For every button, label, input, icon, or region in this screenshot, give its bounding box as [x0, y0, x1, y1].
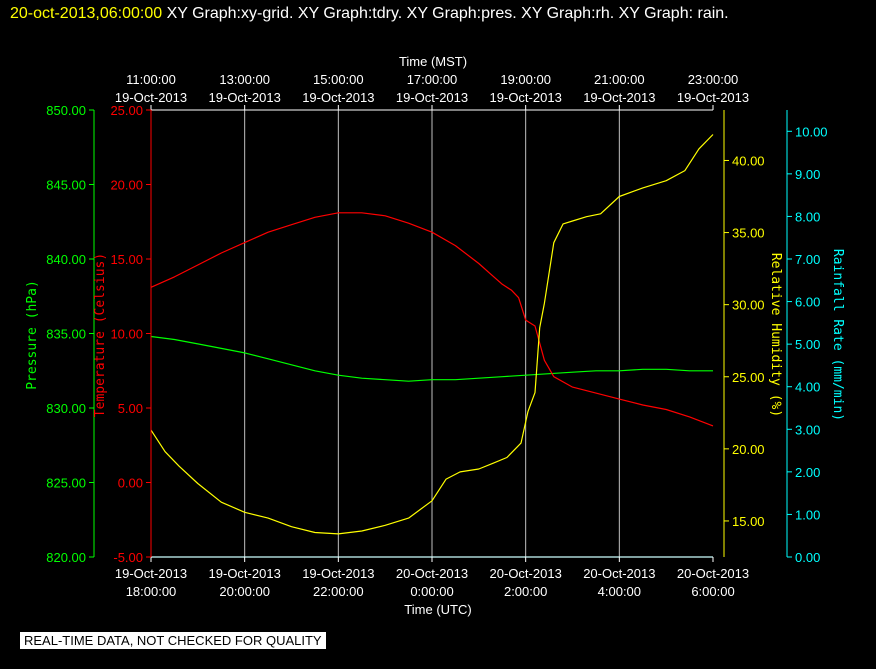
rain-tick-label: 10.00: [795, 124, 828, 139]
pressure-tick-label: 845.00: [46, 178, 86, 193]
bottom-tick-label: 19-Oct-2013: [115, 566, 187, 581]
axes-layer: [89, 105, 792, 562]
humidity-tick-label: 20.00: [732, 442, 765, 457]
pressure-tick-label: 825.00: [46, 476, 86, 491]
pressure-tick-label: 830.00: [46, 401, 86, 416]
humidity-tick-label: 40.00: [732, 153, 765, 168]
bottom-tick-label: 19-Oct-2013: [209, 566, 281, 581]
rain-tick-label: 2.00: [795, 465, 820, 480]
top-tick-label: 23:00:00: [688, 72, 739, 87]
bottom-tick-label: 18:00:00: [126, 584, 177, 599]
top-tick-label: 19-Oct-2013: [396, 90, 468, 105]
humidity-tick-label: 25.00: [732, 370, 765, 385]
rain-tick-label: 9.00: [795, 167, 820, 182]
top-tick-label: 19-Oct-2013: [583, 90, 655, 105]
pressure-tick-label: 820.00: [46, 550, 86, 565]
humidity-tick-label: 35.00: [732, 226, 765, 241]
humidity-tick-label: 15.00: [732, 514, 765, 529]
bottom-tick-label: 0:00:00: [410, 584, 453, 599]
bottom-tick-label: 2:00:00: [504, 584, 547, 599]
rain-tick-label: 0.00: [795, 550, 820, 565]
temperature-series-line: [150, 212, 714, 427]
top-tick-label: 19-Oct-2013: [115, 90, 187, 105]
bottom-tick-label: 22:00:00: [313, 584, 364, 599]
grid-lines: [244, 110, 620, 557]
temperature-tick-label: 0.00: [118, 476, 143, 491]
top-tick-label: 15:00:00: [313, 72, 364, 87]
bottom-tick-label: 20-Oct-2013: [583, 566, 655, 581]
tick-labels-layer: 11:00:00 19-Oct-2013 19-Oct-2013 18:00:00 13…: [46, 72, 827, 599]
bottom-tick-label: 20:00:00: [219, 584, 270, 599]
top-tick-label: 19-Oct-2013: [490, 90, 562, 105]
rain-tick-label: 1.00: [795, 507, 820, 522]
timestamp: 20-oct-2013,06:00:00: [10, 5, 163, 22]
pressure-axis-label: Pressure (hPa): [25, 280, 40, 390]
top-tick-label: 19-Oct-2013: [209, 90, 281, 105]
top-tick-label: 21:00:00: [594, 72, 645, 87]
bottom-tick-label: 20-Oct-2013: [490, 566, 562, 581]
top-tick-label: 19-Oct-2013: [677, 90, 749, 105]
rain-tick-label: 4.00: [795, 380, 820, 395]
pressure-tick-label: 840.00: [46, 252, 86, 267]
quality-disclaimer: REAL-TIME DATA, NOT CHECKED FOR QUALITY: [20, 632, 326, 649]
graph-list: XY Graph:xy-grid. XY Graph:tdry. XY Grap…: [162, 5, 729, 22]
humidity-tick-label: 30.00: [732, 298, 765, 313]
graph-title: 20-oct-2013,06:00:00 XY Graph:xy-grid. X…: [10, 2, 860, 26]
temperature-tick-label: 10.00: [110, 327, 143, 342]
bottom-tick-label: 6:00:00: [691, 584, 734, 599]
top-tick-label: 19:00:00: [500, 72, 551, 87]
temperature-tick-label: 5.00: [118, 401, 143, 416]
rain-tick-label: 7.00: [795, 252, 820, 267]
bottom-tick-label: 20-Oct-2013: [396, 566, 468, 581]
pressure-tick-label: 835.00: [46, 327, 86, 342]
temperature-tick-label: 20.00: [110, 178, 143, 193]
humidity-axis-label: Relative Humidity (%): [768, 253, 783, 417]
rain-axis-label: Rainfall Rate (mm/min): [830, 249, 845, 421]
pressure-tick-label: 850.00: [46, 103, 86, 118]
bottom-tick-label: 4:00:00: [598, 584, 641, 599]
rain-tick-label: 3.00: [795, 422, 820, 437]
rain-tick-label: 5.00: [795, 337, 820, 352]
top-tick-label: 11:00:00: [126, 72, 176, 87]
humidity-series-line: [150, 134, 714, 535]
rain-tick-label: 6.00: [795, 295, 820, 310]
top-tick-label: 17:00:00: [407, 72, 458, 87]
temperature-tick-label: 25.00: [110, 103, 143, 118]
bottom-axis-label: Time (UTC): [404, 602, 471, 617]
bottom-tick-label: 20-Oct-2013: [677, 566, 749, 581]
top-tick-label: 13:00:00: [219, 72, 270, 87]
top-axis-label: Time (MST): [399, 54, 467, 69]
temperature-tick-label: 15.00: [110, 252, 143, 267]
rain-tick-label: 8.00: [795, 209, 820, 224]
temperature-tick-label: -5.00: [113, 550, 143, 565]
temperature-axis-label: Temperature (Celsius): [93, 253, 108, 417]
top-tick-label: 19-Oct-2013: [302, 90, 374, 105]
bottom-tick-label: 19-Oct-2013: [302, 566, 374, 581]
pressure-series-line: [150, 335, 713, 382]
